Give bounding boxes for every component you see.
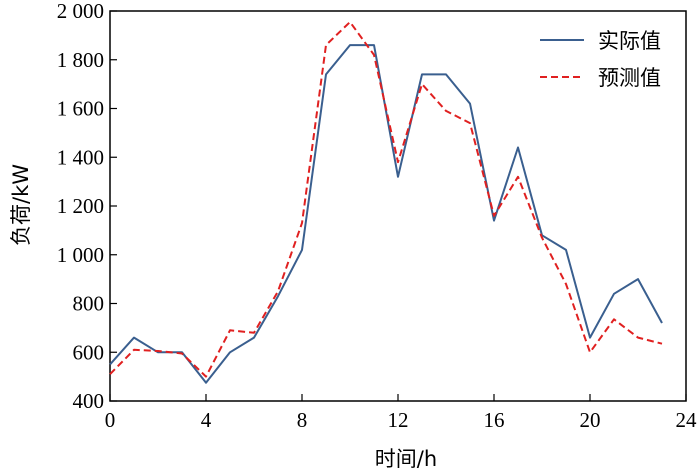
x-tick-label: 16 xyxy=(484,408,505,432)
series-line-predicted xyxy=(109,21,663,378)
y-tick-label: 400 xyxy=(73,389,105,413)
x-axis-title: 时间/h xyxy=(375,447,437,471)
y-tick-label: 1 800 xyxy=(57,48,104,72)
y-tick-label: 1 000 xyxy=(57,243,104,267)
y-tick-label: 1 200 xyxy=(57,194,104,218)
x-tick-label: 12 xyxy=(388,408,409,432)
y-tick-label: 2 000 xyxy=(57,0,104,23)
legend-label-predicted: 预测值 xyxy=(598,66,661,90)
legend: 实际值 预测值 xyxy=(540,29,661,90)
plot-area: 0 4 8 12 16 20 24 400 600 800 1 000 1 200 1 400 1 600… xyxy=(57,0,697,432)
series-layer xyxy=(109,21,663,384)
y-axis-title: 负荷/kW xyxy=(9,164,33,246)
series-line-actual xyxy=(109,44,663,384)
x-tick-label: 24 xyxy=(676,408,698,432)
y-tick-label: 800 xyxy=(73,292,105,316)
y-tick-label: 1 600 xyxy=(57,97,104,121)
legend-label-actual: 实际值 xyxy=(598,29,661,53)
y-tick-label: 1 400 xyxy=(57,145,104,169)
x-tick-label: 20 xyxy=(580,408,601,432)
x-tick-label: 4 xyxy=(201,408,212,432)
y-tick-label: 600 xyxy=(73,340,105,364)
axis-titles: 时间/h 负荷/kW xyxy=(9,164,437,471)
x-tick-label: 8 xyxy=(297,408,308,432)
x-tick-label: 0 xyxy=(105,408,116,432)
